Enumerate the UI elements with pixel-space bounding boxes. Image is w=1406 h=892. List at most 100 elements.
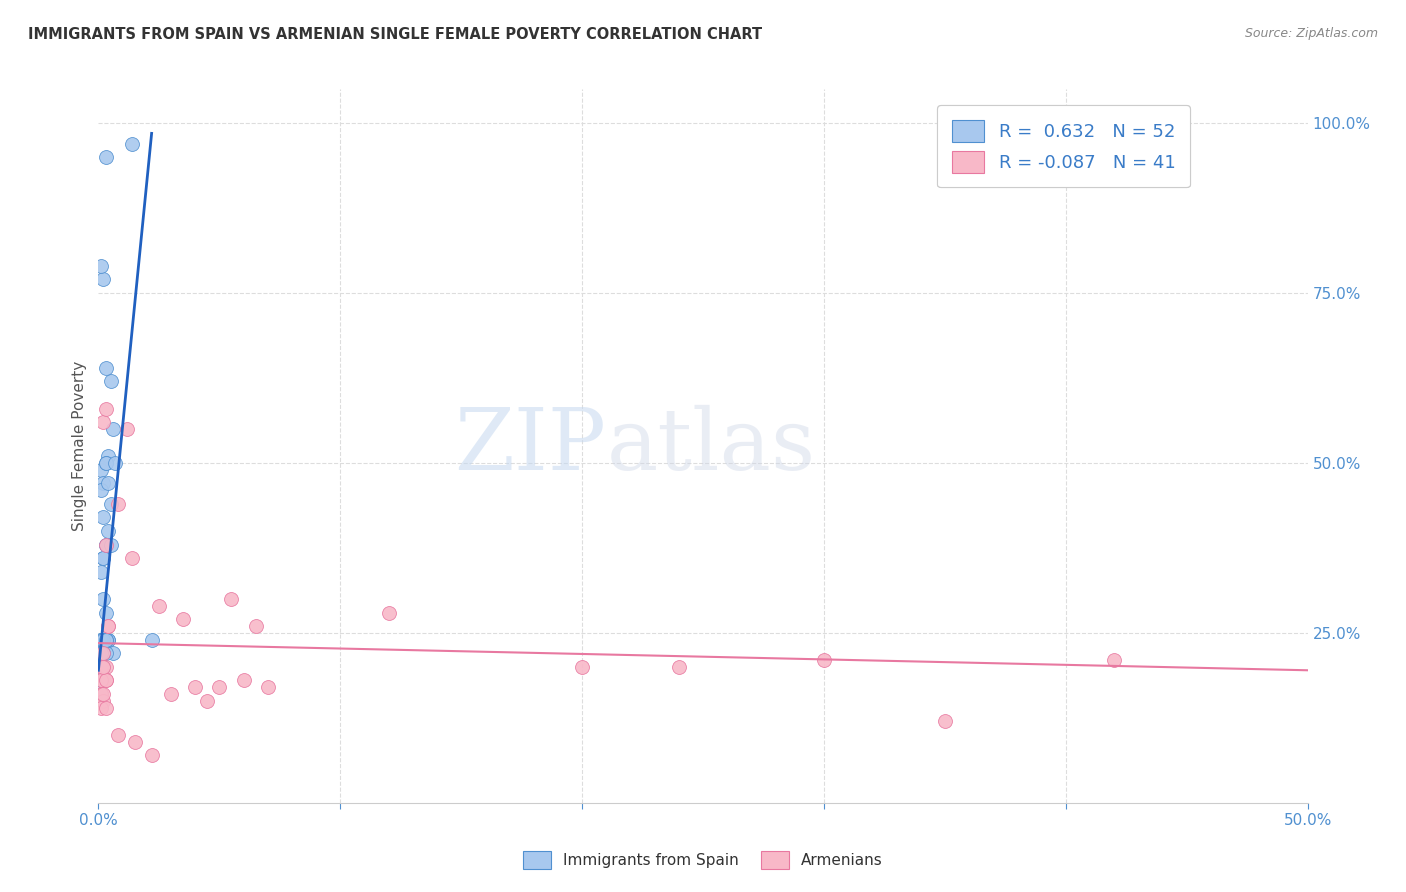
Point xyxy=(97,619,120,633)
Point xyxy=(91,687,114,701)
Point xyxy=(90,483,112,498)
Point xyxy=(94,673,117,688)
Point xyxy=(91,551,114,566)
Point xyxy=(813,653,835,667)
Point xyxy=(141,748,163,763)
Point xyxy=(97,619,120,633)
Point xyxy=(124,734,146,748)
Point xyxy=(101,422,124,436)
Point xyxy=(94,537,117,551)
Point xyxy=(94,401,117,416)
Point xyxy=(94,150,117,164)
Point xyxy=(121,136,143,151)
Point xyxy=(91,632,114,647)
Point xyxy=(571,660,593,674)
Point xyxy=(90,646,112,660)
Point xyxy=(90,565,112,579)
Point xyxy=(91,646,114,660)
Point xyxy=(195,694,218,708)
Point xyxy=(100,497,122,511)
Point xyxy=(121,551,143,566)
Point xyxy=(94,660,117,674)
Point xyxy=(100,537,122,551)
Point xyxy=(91,673,114,688)
Point xyxy=(97,632,120,647)
Point xyxy=(94,360,117,375)
Point xyxy=(91,272,114,286)
Point xyxy=(90,632,112,647)
Point xyxy=(94,673,117,688)
Point xyxy=(172,612,194,626)
Point xyxy=(245,619,267,633)
Point xyxy=(90,660,112,674)
Point xyxy=(91,673,114,688)
Point xyxy=(208,680,231,694)
Point xyxy=(94,456,117,470)
Point xyxy=(104,456,127,470)
Point xyxy=(90,660,112,674)
Point xyxy=(90,632,112,647)
Point xyxy=(97,632,120,647)
Point xyxy=(90,259,112,273)
Point xyxy=(91,660,114,674)
Point xyxy=(97,524,120,538)
Point xyxy=(221,591,243,606)
Point xyxy=(160,687,183,701)
Point xyxy=(94,700,117,714)
Legend: Immigrants from Spain, Armenians: Immigrants from Spain, Armenians xyxy=(517,845,889,875)
Point xyxy=(1102,653,1125,667)
Point xyxy=(668,660,690,674)
Text: IMMIGRANTS FROM SPAIN VS ARMENIAN SINGLE FEMALE POVERTY CORRELATION CHART: IMMIGRANTS FROM SPAIN VS ARMENIAN SINGLE… xyxy=(28,27,762,42)
Point xyxy=(94,632,117,647)
Point xyxy=(90,463,112,477)
Point xyxy=(91,551,114,566)
Point xyxy=(377,606,399,620)
Point xyxy=(91,694,114,708)
Point xyxy=(256,680,278,694)
Point xyxy=(107,728,129,742)
Point xyxy=(97,449,120,463)
Point xyxy=(91,415,114,429)
Point xyxy=(107,497,129,511)
Point xyxy=(94,632,117,647)
Point xyxy=(94,537,117,551)
Point xyxy=(94,632,117,647)
Point xyxy=(91,476,114,491)
Legend: R =  0.632   N = 52, R = -0.087   N = 41: R = 0.632 N = 52, R = -0.087 N = 41 xyxy=(938,105,1189,187)
Point xyxy=(101,646,124,660)
Point xyxy=(90,660,112,674)
Point xyxy=(94,456,117,470)
Point xyxy=(91,632,114,647)
Point xyxy=(90,673,112,688)
Text: atlas: atlas xyxy=(606,404,815,488)
Point xyxy=(91,632,114,647)
Y-axis label: Single Female Poverty: Single Female Poverty xyxy=(72,361,87,531)
Point xyxy=(232,673,254,688)
Point xyxy=(91,510,114,524)
Text: ZIP: ZIP xyxy=(454,404,606,488)
Point xyxy=(90,646,112,660)
Point xyxy=(90,687,112,701)
Point xyxy=(117,422,139,436)
Point xyxy=(90,687,112,701)
Point xyxy=(100,375,122,389)
Point xyxy=(94,537,117,551)
Point xyxy=(141,632,163,647)
Point xyxy=(91,591,114,606)
Point xyxy=(90,687,112,701)
Point xyxy=(91,660,114,674)
Point xyxy=(91,646,114,660)
Point xyxy=(94,632,117,647)
Point xyxy=(90,632,112,647)
Point xyxy=(184,680,207,694)
Point xyxy=(934,714,956,729)
Text: Source: ZipAtlas.com: Source: ZipAtlas.com xyxy=(1244,27,1378,40)
Point xyxy=(94,646,117,660)
Point xyxy=(94,606,117,620)
Point xyxy=(97,476,120,491)
Point xyxy=(90,700,112,714)
Point xyxy=(91,660,114,674)
Point xyxy=(91,632,114,647)
Point xyxy=(148,599,170,613)
Point xyxy=(90,673,112,688)
